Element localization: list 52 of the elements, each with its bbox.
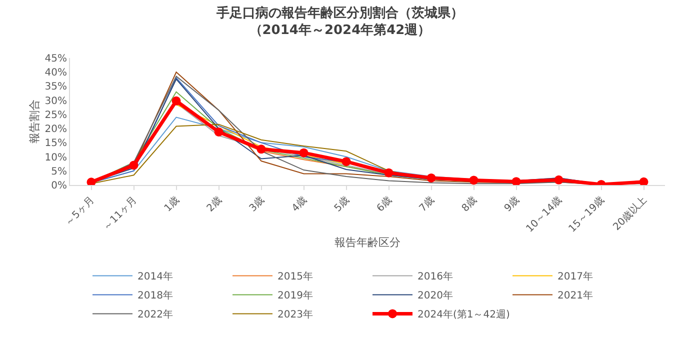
x-tick-label: ～11ヶ月 bbox=[101, 194, 140, 233]
point bbox=[129, 160, 138, 170]
point bbox=[426, 173, 436, 182]
point bbox=[512, 177, 521, 185]
x-tick-label: 8歳 bbox=[459, 194, 480, 214]
y-tick-label: 40% bbox=[44, 68, 67, 79]
x-tick-label: 10～14歳 bbox=[524, 194, 564, 235]
chart-subtitle: （2014年～2024年第42週） bbox=[249, 22, 431, 38]
legend-label: 2023年 bbox=[278, 308, 313, 321]
point bbox=[342, 157, 351, 166]
x-tick-label: 5歳 bbox=[332, 194, 352, 214]
x-tick-label: 4歳 bbox=[289, 194, 310, 214]
x-tick-label: 7歳 bbox=[416, 194, 437, 214]
legend-label: 2019年 bbox=[278, 290, 313, 302]
point bbox=[172, 96, 181, 106]
x-tick-label: 6歳 bbox=[374, 194, 394, 214]
y-axis-title: 報告割合 bbox=[28, 100, 41, 144]
y-tick-label: 45% bbox=[44, 54, 67, 64]
point bbox=[384, 168, 394, 178]
x-tick-label: 3歳 bbox=[246, 194, 267, 214]
y-tick-label: 25% bbox=[44, 110, 67, 121]
chart-title: 手足口病の報告年齢区分別割合（茨城県） bbox=[216, 5, 464, 21]
legend-label: 2014年 bbox=[138, 270, 173, 283]
y-tick-label: 20% bbox=[44, 124, 67, 136]
x-tick-label: 2歳 bbox=[204, 194, 224, 214]
y-tick-label: 30% bbox=[44, 96, 67, 107]
x-tick-label: ～5ヶ月 bbox=[63, 194, 97, 228]
x-tick-label: 15～19歳 bbox=[566, 194, 607, 235]
y-tick-label: 10% bbox=[44, 152, 67, 164]
legend-label: 2016年 bbox=[418, 270, 453, 283]
y-tick-label: 15% bbox=[44, 138, 67, 150]
point bbox=[554, 175, 564, 184]
legend-label: 2020年 bbox=[418, 290, 453, 302]
legend-label: 2018年 bbox=[138, 290, 173, 302]
x-axis-title: 報告年齢区分 bbox=[334, 236, 400, 249]
point bbox=[469, 176, 478, 185]
legend-label: 2022年 bbox=[138, 308, 173, 321]
x-tick-label: 20歳以上 bbox=[610, 194, 650, 233]
y-tick-label: 5% bbox=[51, 166, 67, 178]
x-tick-label: 1歳 bbox=[162, 194, 182, 214]
legend-label: 2021年 bbox=[558, 290, 593, 302]
point bbox=[299, 148, 308, 158]
point bbox=[256, 144, 266, 154]
legend-label: 2024年(第1～42週) bbox=[418, 308, 510, 321]
y-tick-label: 35% bbox=[44, 82, 67, 93]
point bbox=[214, 127, 224, 136]
legend-label: 2015年 bbox=[278, 270, 313, 283]
point bbox=[639, 177, 648, 185]
y-tick-label: 0% bbox=[51, 180, 67, 192]
x-tick-label: 9歳 bbox=[502, 194, 522, 214]
legend-label: 2017年 bbox=[558, 270, 593, 283]
point bbox=[86, 178, 96, 185]
